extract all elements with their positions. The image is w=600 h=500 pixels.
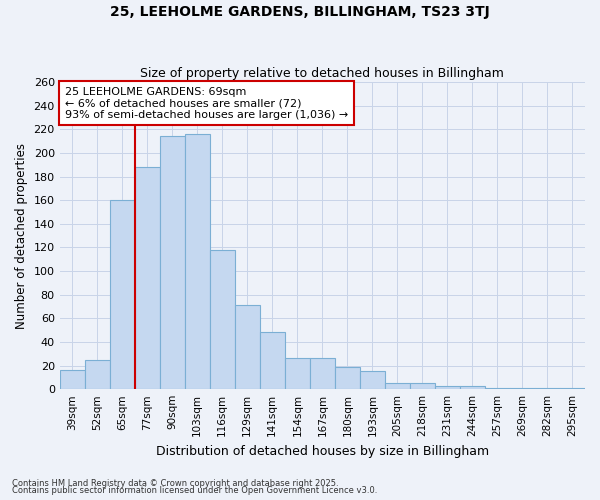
Bar	[185, 134, 210, 389]
Bar	[360, 372, 385, 389]
Bar	[460, 386, 485, 389]
Bar	[485, 388, 510, 389]
Bar	[435, 386, 460, 389]
Bar	[385, 384, 410, 389]
Bar	[535, 388, 560, 389]
Bar	[310, 358, 335, 389]
Bar	[285, 358, 310, 389]
Bar	[210, 250, 235, 389]
X-axis label: Distribution of detached houses by size in Billingham: Distribution of detached houses by size …	[156, 444, 489, 458]
Title: Size of property relative to detached houses in Billingham: Size of property relative to detached ho…	[140, 66, 504, 80]
Bar	[110, 200, 135, 389]
Bar	[85, 360, 110, 389]
Bar	[160, 136, 185, 389]
Text: 25, LEEHOLME GARDENS, BILLINGHAM, TS23 3TJ: 25, LEEHOLME GARDENS, BILLINGHAM, TS23 3…	[110, 5, 490, 19]
Bar	[510, 388, 535, 389]
Text: Contains HM Land Registry data © Crown copyright and database right 2025.: Contains HM Land Registry data © Crown c…	[12, 478, 338, 488]
Text: Contains public sector information licensed under the Open Government Licence v3: Contains public sector information licen…	[12, 486, 377, 495]
Bar	[59, 370, 85, 389]
Bar	[335, 366, 360, 389]
Bar	[260, 332, 285, 389]
Bar	[235, 306, 260, 389]
Bar	[410, 384, 435, 389]
Y-axis label: Number of detached properties: Number of detached properties	[15, 142, 28, 328]
Text: 25 LEEHOLME GARDENS: 69sqm
← 6% of detached houses are smaller (72)
93% of semi-: 25 LEEHOLME GARDENS: 69sqm ← 6% of detac…	[65, 86, 348, 120]
Bar	[135, 167, 160, 389]
Bar	[560, 388, 585, 389]
